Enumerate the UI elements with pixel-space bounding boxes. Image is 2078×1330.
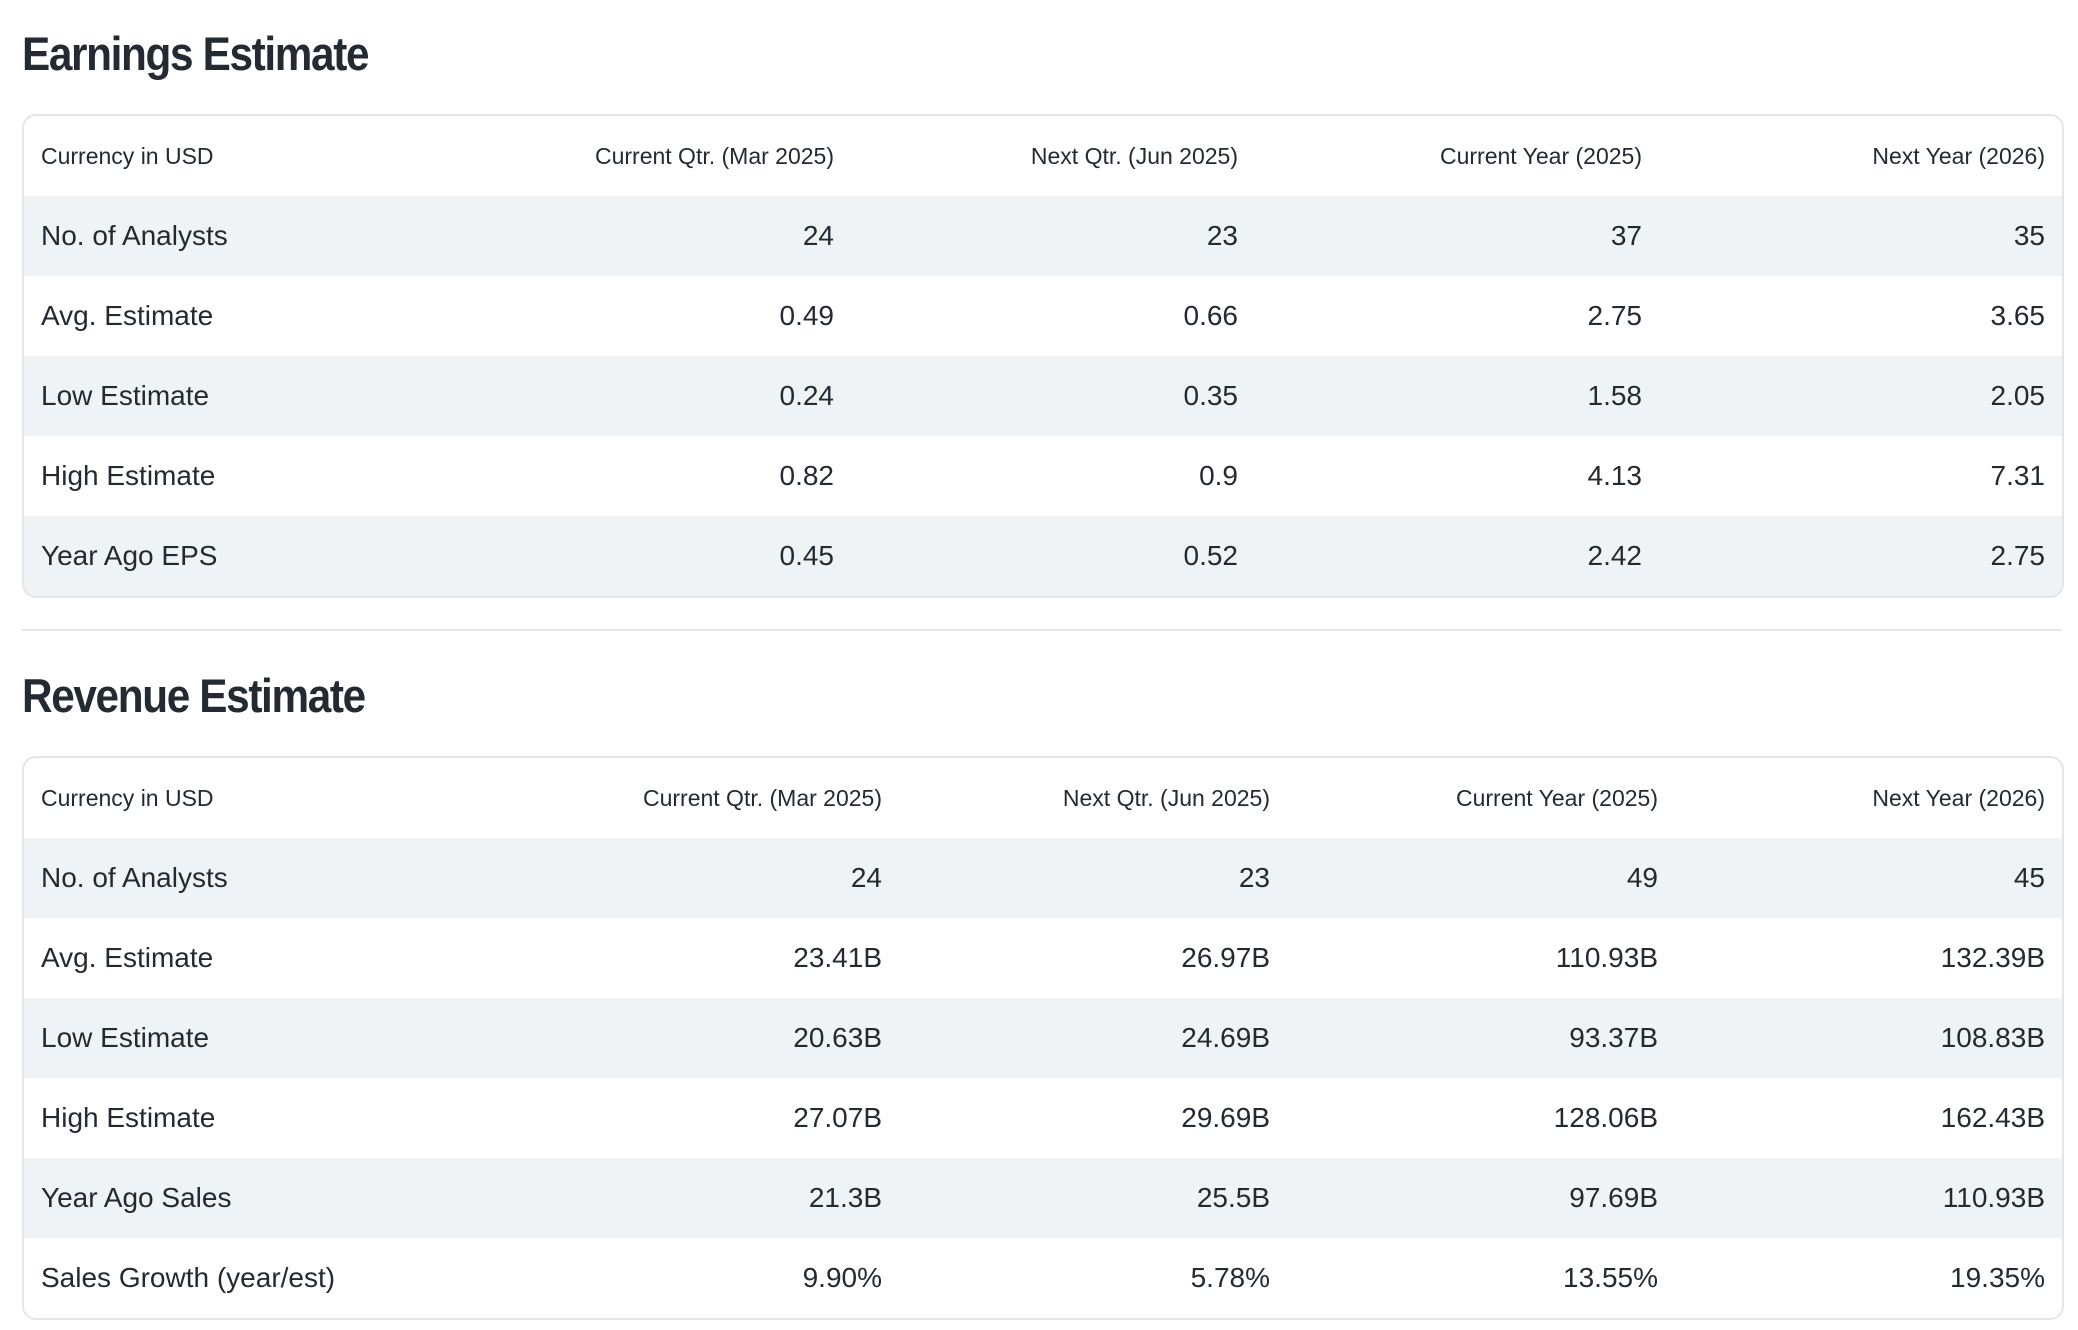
table-cell: 108.83B (1675, 998, 2062, 1078)
table-cell: 45 (1675, 838, 2062, 918)
table-cell: 0.35 (851, 356, 1255, 436)
table-cell: 0.82 (447, 436, 851, 516)
table-row: No. of Analysts 24 23 37 35 (24, 196, 2062, 276)
table-cell: 5.78% (899, 1238, 1287, 1318)
row-label: Avg. Estimate (24, 918, 493, 998)
row-label: High Estimate (24, 436, 447, 516)
table-cell: 132.39B (1675, 918, 2062, 998)
row-label: Low Estimate (24, 998, 493, 1078)
table-header-row: Currency in USD Current Qtr. (Mar 2025) … (24, 758, 2062, 838)
table-cell: 93.37B (1287, 998, 1675, 1078)
table-row: High Estimate 27.07B 29.69B 128.06B 162.… (24, 1078, 2062, 1158)
row-label: Avg. Estimate (24, 276, 447, 356)
table-cell: 1.58 (1255, 356, 1659, 436)
earnings-estimate-table-container: Currency in USD Current Qtr. (Mar 2025) … (22, 114, 2064, 598)
table-cell: 2.42 (1255, 516, 1659, 596)
revenue-estimate-table: Currency in USD Current Qtr. (Mar 2025) … (24, 758, 2062, 1318)
table-cell: 3.65 (1659, 276, 2062, 356)
table-cell: 0.49 (447, 276, 851, 356)
column-header-currency: Currency in USD (41, 142, 214, 169)
table-cell: 35 (1659, 196, 2062, 276)
revenue-estimate-title: Revenue Estimate (22, 669, 366, 722)
column-header-current-qtr: Current Qtr. (Mar 2025) (642, 784, 882, 811)
column-header-next-qtr: Next Qtr. (Jun 2025) (1062, 784, 1270, 811)
table-cell: 2.75 (1255, 276, 1659, 356)
table-row: High Estimate 0.82 0.9 4.13 7.31 (24, 436, 2062, 516)
row-label: Sales Growth (year/est) (24, 1238, 493, 1318)
table-row: Low Estimate 20.63B 24.69B 93.37B 108.83… (24, 998, 2062, 1078)
table-cell: 128.06B (1287, 1078, 1675, 1158)
table-row: Low Estimate 0.24 0.35 1.58 2.05 (24, 356, 2062, 436)
revenue-estimate-table-container: Currency in USD Current Qtr. (Mar 2025) … (22, 756, 2064, 1320)
table-row: Avg. Estimate 23.41B 26.97B 110.93B 132.… (24, 918, 2062, 998)
row-label: No. of Analysts (24, 838, 493, 918)
table-cell: 0.45 (447, 516, 851, 596)
section-divider (22, 629, 2062, 631)
row-label: Year Ago Sales (24, 1158, 493, 1238)
row-label: Low Estimate (24, 356, 447, 436)
table-cell: 24 (447, 196, 851, 276)
table-cell: 4.13 (1255, 436, 1659, 516)
table-cell: 24.69B (899, 998, 1287, 1078)
table-cell: 2.75 (1659, 516, 2062, 596)
table-cell: 9.90% (493, 1238, 899, 1318)
table-cell: 24 (493, 838, 899, 918)
table-cell: 0.52 (851, 516, 1255, 596)
column-header-next-qtr: Next Qtr. (Jun 2025) (1030, 142, 1238, 169)
table-cell: 23 (899, 838, 1287, 918)
table-cell: 23 (851, 196, 1255, 276)
table-cell: 2.05 (1659, 356, 2062, 436)
table-cell: 0.9 (851, 436, 1255, 516)
earnings-estimate-table: Currency in USD Current Qtr. (Mar 2025) … (24, 116, 2062, 596)
table-row: No. of Analysts 24 23 49 45 (24, 838, 2062, 918)
column-header-current-year: Current Year (2025) (1439, 142, 1642, 169)
table-cell: 0.24 (447, 356, 851, 436)
table-cell: 29.69B (899, 1078, 1287, 1158)
table-cell: 37 (1255, 196, 1659, 276)
table-cell: 20.63B (493, 998, 899, 1078)
table-cell: 27.07B (493, 1078, 899, 1158)
table-cell: 26.97B (899, 918, 1287, 998)
row-label: Year Ago EPS (24, 516, 447, 596)
table-cell: 0.66 (851, 276, 1255, 356)
table-cell: 21.3B (493, 1158, 899, 1238)
table-cell: 110.93B (1675, 1158, 2062, 1238)
table-cell: 23.41B (493, 918, 899, 998)
table-row: Avg. Estimate 0.49 0.66 2.75 3.65 (24, 276, 2062, 356)
row-label: High Estimate (24, 1078, 493, 1158)
table-header-row: Currency in USD Current Qtr. (Mar 2025) … (24, 116, 2062, 196)
table-cell: 19.35% (1675, 1238, 2062, 1318)
column-header-next-year: Next Year (2026) (1872, 784, 2045, 811)
table-cell: 110.93B (1287, 918, 1675, 998)
column-header-next-year: Next Year (2026) (1872, 142, 2045, 169)
table-cell: 49 (1287, 838, 1675, 918)
column-header-current-year: Current Year (2025) (1455, 784, 1658, 811)
table-cell: 7.31 (1659, 436, 2062, 516)
column-header-current-qtr: Current Qtr. (Mar 2025) (594, 142, 834, 169)
table-row: Sales Growth (year/est) 9.90% 5.78% 13.5… (24, 1238, 2062, 1318)
table-row: Year Ago Sales 21.3B 25.5B 97.69B 110.93… (24, 1158, 2062, 1238)
table-cell: 25.5B (899, 1158, 1287, 1238)
table-cell: 13.55% (1287, 1238, 1675, 1318)
table-cell: 162.43B (1675, 1078, 2062, 1158)
table-row: Year Ago EPS 0.45 0.52 2.42 2.75 (24, 516, 2062, 596)
table-cell: 97.69B (1287, 1158, 1675, 1238)
earnings-estimate-title: Earnings Estimate (22, 27, 369, 80)
row-label: No. of Analysts (24, 196, 447, 276)
column-header-currency: Currency in USD (41, 784, 214, 811)
